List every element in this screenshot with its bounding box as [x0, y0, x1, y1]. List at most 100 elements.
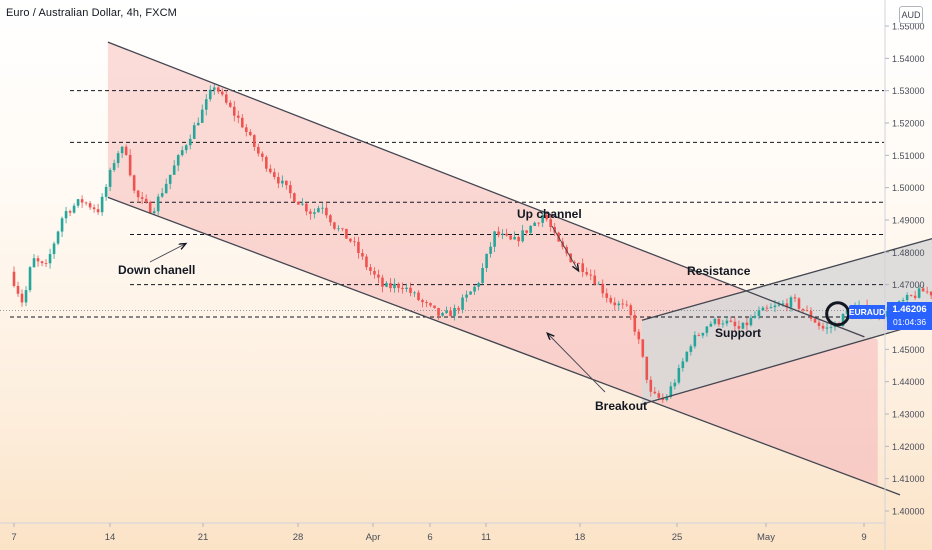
candle-body-117 [481, 267, 484, 284]
candle-body-68 [285, 180, 288, 186]
x-tick-label-4: Apr [366, 532, 381, 543]
candle-body-37 [160, 193, 164, 197]
y-tick-label-12: 1.52000 [892, 119, 925, 129]
breakout-label: Breakout [595, 399, 647, 413]
y-tick-label-4: 1.44000 [892, 377, 925, 387]
candle-body-45 [192, 125, 196, 139]
candle-body-104 [429, 303, 432, 306]
candle-body-27 [120, 146, 124, 154]
breakout-pointer[interactable] [548, 334, 606, 393]
last-price-label: 1.46206 01:04:36 [887, 302, 932, 330]
candle-body-30 [132, 175, 136, 191]
y-tick-label-8: 1.48000 [892, 248, 925, 258]
candle-body-124 [509, 235, 512, 240]
candle-body-222 [901, 300, 905, 302]
candle-body-83 [345, 228, 348, 239]
candle-body-25 [112, 163, 116, 170]
up-channel-upper-line[interactable] [641, 204, 932, 321]
down-channel-fill [107, 42, 878, 487]
candle-body-187 [761, 307, 765, 311]
candle-body-58 [244, 127, 248, 132]
candle-body-171 [697, 335, 701, 336]
candle-body-183 [745, 322, 749, 326]
candle-body-207 [841, 313, 845, 326]
candle-body-88 [365, 256, 368, 268]
candle-body-200 [813, 318, 817, 323]
candle-body-116 [477, 283, 480, 287]
candle-body-157 [641, 339, 645, 357]
candle-body-166 [677, 367, 681, 383]
candle-body-199 [809, 310, 813, 319]
candle-body-6 [36, 258, 40, 262]
candle-body-9 [48, 254, 52, 264]
candle-body-178 [725, 320, 729, 324]
candle-body-168 [685, 351, 689, 362]
candle-body-202 [821, 325, 825, 329]
candle-body-87 [361, 253, 364, 257]
candle-body-208 [845, 310, 849, 314]
candle-body-120 [493, 231, 496, 247]
candle-body-4 [28, 267, 32, 291]
up-channel-lower-line[interactable] [641, 285, 932, 405]
candle-body-122 [501, 233, 504, 235]
bar-countdown: 01:04:36 [892, 317, 927, 327]
candle-body-95 [393, 283, 396, 289]
candle-body-21 [96, 209, 100, 213]
down-channel-lower-line[interactable] [107, 196, 901, 496]
candle-body-226 [917, 288, 921, 298]
candle-body-169 [689, 346, 693, 352]
candle-body-12 [60, 218, 64, 232]
candle-body-92 [381, 277, 384, 287]
x-tick-label-3: 28 [293, 532, 304, 543]
candle-body-73 [305, 203, 308, 212]
y-tick-label-2: 1.42000 [892, 442, 925, 452]
candle-body-41 [176, 155, 180, 166]
candle-body-47 [200, 109, 204, 123]
candle-body-96 [397, 283, 400, 288]
candle-body-186 [757, 310, 761, 316]
up-channel-pointer[interactable] [551, 225, 578, 270]
candle-body-102 [421, 300, 424, 303]
candle-body-134 [549, 219, 552, 228]
down-channel-pointer[interactable] [149, 244, 185, 263]
candle-body-85 [353, 241, 356, 243]
candle-body-143 [585, 272, 589, 275]
candle-body-34 [148, 202, 152, 214]
candle-body-140 [573, 262, 577, 264]
candle-body-201 [817, 322, 821, 326]
down-channel-upper-line[interactable] [107, 41, 723, 283]
breakout-circle[interactable] [825, 301, 851, 327]
candle-body-60 [253, 135, 256, 147]
down-channel-upper-extension[interactable] [721, 280, 865, 338]
candle-body-156 [637, 331, 641, 340]
candle-body-132 [541, 215, 544, 223]
candle-body-15 [72, 205, 76, 213]
candle-body-129 [529, 225, 532, 233]
candle-body-49 [208, 89, 212, 100]
candle-body-204 [829, 327, 833, 328]
candle-body-53 [224, 94, 228, 103]
candle-body-13 [64, 211, 68, 219]
candle-body-165 [673, 382, 677, 387]
candle-body-144 [589, 274, 593, 276]
candle-body-189 [769, 307, 773, 309]
candle-body-125 [513, 236, 516, 240]
candle-body-40 [172, 165, 176, 175]
candle-body-131 [537, 222, 540, 224]
y-tick-label-14: 1.54000 [892, 54, 925, 64]
candle-body-118 [485, 253, 488, 268]
currency-badge[interactable]: AUD [899, 6, 923, 24]
y-tick-label-10: 1.50000 [892, 183, 925, 193]
candle-body-103 [425, 302, 428, 304]
candle-body-155 [633, 315, 637, 332]
last-price-value: 1.46206 [892, 304, 927, 315]
candle-body-42 [180, 150, 184, 156]
candle-body-193 [785, 303, 789, 308]
y-tick-label-0: 1.40000 [892, 507, 925, 517]
candle-body-196 [797, 298, 801, 309]
x-tick-label-1: 14 [105, 532, 116, 543]
candle-body-94 [389, 283, 392, 289]
candle-body-18 [84, 202, 88, 204]
candle-body-228 [925, 291, 929, 293]
